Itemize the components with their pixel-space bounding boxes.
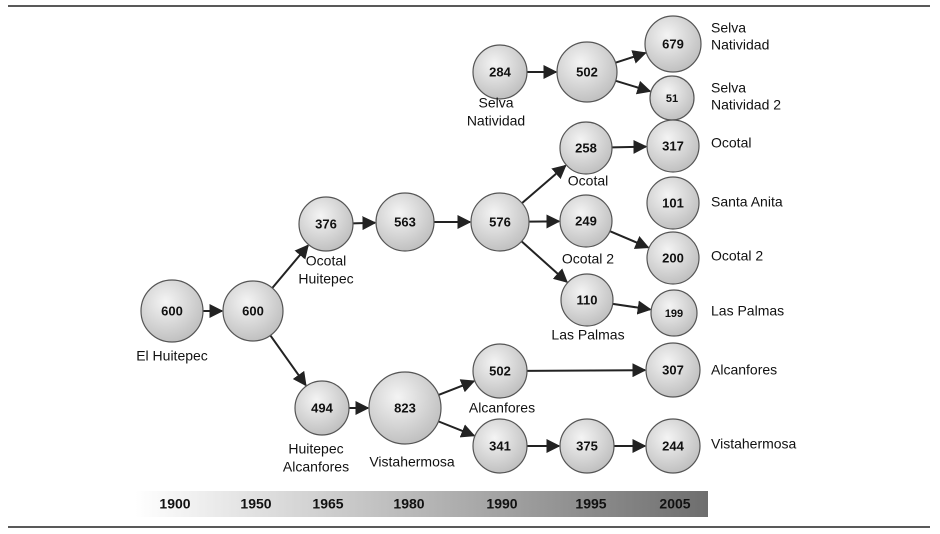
node-value: 341 xyxy=(489,438,511,453)
outcome-label: Ocotal 2 xyxy=(711,248,763,264)
node-caption: Huitepec xyxy=(288,441,343,457)
arrow xyxy=(271,244,309,289)
node-value: 199 xyxy=(665,308,683,320)
arrow xyxy=(352,216,377,231)
node-caption: El Huitepec xyxy=(136,348,208,364)
node xyxy=(644,15,702,73)
node xyxy=(470,192,530,252)
node xyxy=(646,176,700,230)
node xyxy=(645,342,701,398)
node xyxy=(650,289,698,337)
node-value: 258 xyxy=(575,140,597,155)
year-label: 1990 xyxy=(486,496,517,512)
arrow xyxy=(520,240,568,283)
node-value: 200 xyxy=(662,250,684,265)
node xyxy=(472,418,528,474)
node xyxy=(560,273,614,327)
node-value: 576 xyxy=(489,214,511,229)
year-label: 1965 xyxy=(312,496,343,512)
arrow xyxy=(269,334,307,387)
node-value: 823 xyxy=(394,400,416,415)
outcome-label: Selva xyxy=(711,80,746,96)
node-caption: Ocotal xyxy=(306,253,346,269)
node xyxy=(559,121,613,175)
node-caption: Ocotal 2 xyxy=(562,251,614,267)
outcome-label: Santa Anita xyxy=(711,194,783,210)
node-caption: Alcanfores xyxy=(283,459,349,475)
node xyxy=(556,41,618,103)
node xyxy=(646,231,700,285)
node-caption: Ocotal xyxy=(568,173,608,189)
node-caption: Selva xyxy=(478,95,513,111)
outcome-label: Alcanfores xyxy=(711,362,777,378)
year-label: 2005 xyxy=(659,496,690,512)
node xyxy=(375,192,435,252)
node xyxy=(559,194,613,248)
node xyxy=(646,119,700,173)
node-value: 563 xyxy=(394,214,416,229)
node-value: 101 xyxy=(662,195,684,210)
year-label: 1995 xyxy=(575,496,606,512)
node-value: 600 xyxy=(161,303,183,318)
node-value: 244 xyxy=(662,438,684,453)
node-caption: Natividad xyxy=(467,113,525,129)
node xyxy=(472,44,528,100)
outcome-label: Natividad 2 xyxy=(711,97,781,113)
timeline-bar xyxy=(135,491,708,517)
node-value: 249 xyxy=(575,213,597,228)
node-value: 679 xyxy=(662,36,684,51)
year-label: 1950 xyxy=(240,496,271,512)
node-value: 110 xyxy=(577,292,598,307)
node-caption: Vistahermosa xyxy=(369,454,455,470)
year-label: 1980 xyxy=(393,496,424,512)
outcome-label: Selva xyxy=(711,20,746,36)
node-value: 502 xyxy=(489,363,511,378)
arrow xyxy=(438,379,476,396)
year-label: 1900 xyxy=(159,496,190,512)
node xyxy=(222,280,284,342)
arrow xyxy=(612,300,652,315)
arrow xyxy=(611,139,648,154)
arrow xyxy=(609,230,650,249)
node xyxy=(298,196,354,252)
node xyxy=(294,380,350,436)
node-value: 284 xyxy=(489,64,511,79)
arrow xyxy=(438,420,476,438)
arrow xyxy=(615,50,647,64)
node-value: 375 xyxy=(576,438,598,453)
node-value: 376 xyxy=(315,216,337,231)
arrow xyxy=(521,164,567,204)
node-value: 317 xyxy=(662,138,684,153)
node-value: 600 xyxy=(242,303,264,318)
node xyxy=(645,418,701,474)
node-value: 502 xyxy=(576,64,598,79)
node-value: 51 xyxy=(666,93,678,105)
node xyxy=(559,418,615,474)
node-value: 307 xyxy=(662,362,684,377)
outcome-label: Vistahermosa xyxy=(711,436,797,452)
arrow xyxy=(526,363,647,378)
outcome-label: Las Palmas xyxy=(711,303,784,319)
node-caption: Alcanfores xyxy=(469,400,535,416)
node xyxy=(368,371,442,445)
node xyxy=(140,279,204,343)
arrow xyxy=(615,79,652,95)
outcome-label: Ocotal xyxy=(711,135,751,151)
node xyxy=(472,343,528,399)
node-caption: Huitepec xyxy=(298,271,353,287)
node-value: 494 xyxy=(311,400,333,415)
node-caption: Las Palmas xyxy=(551,327,624,343)
outcome-label: Natividad xyxy=(711,37,769,53)
